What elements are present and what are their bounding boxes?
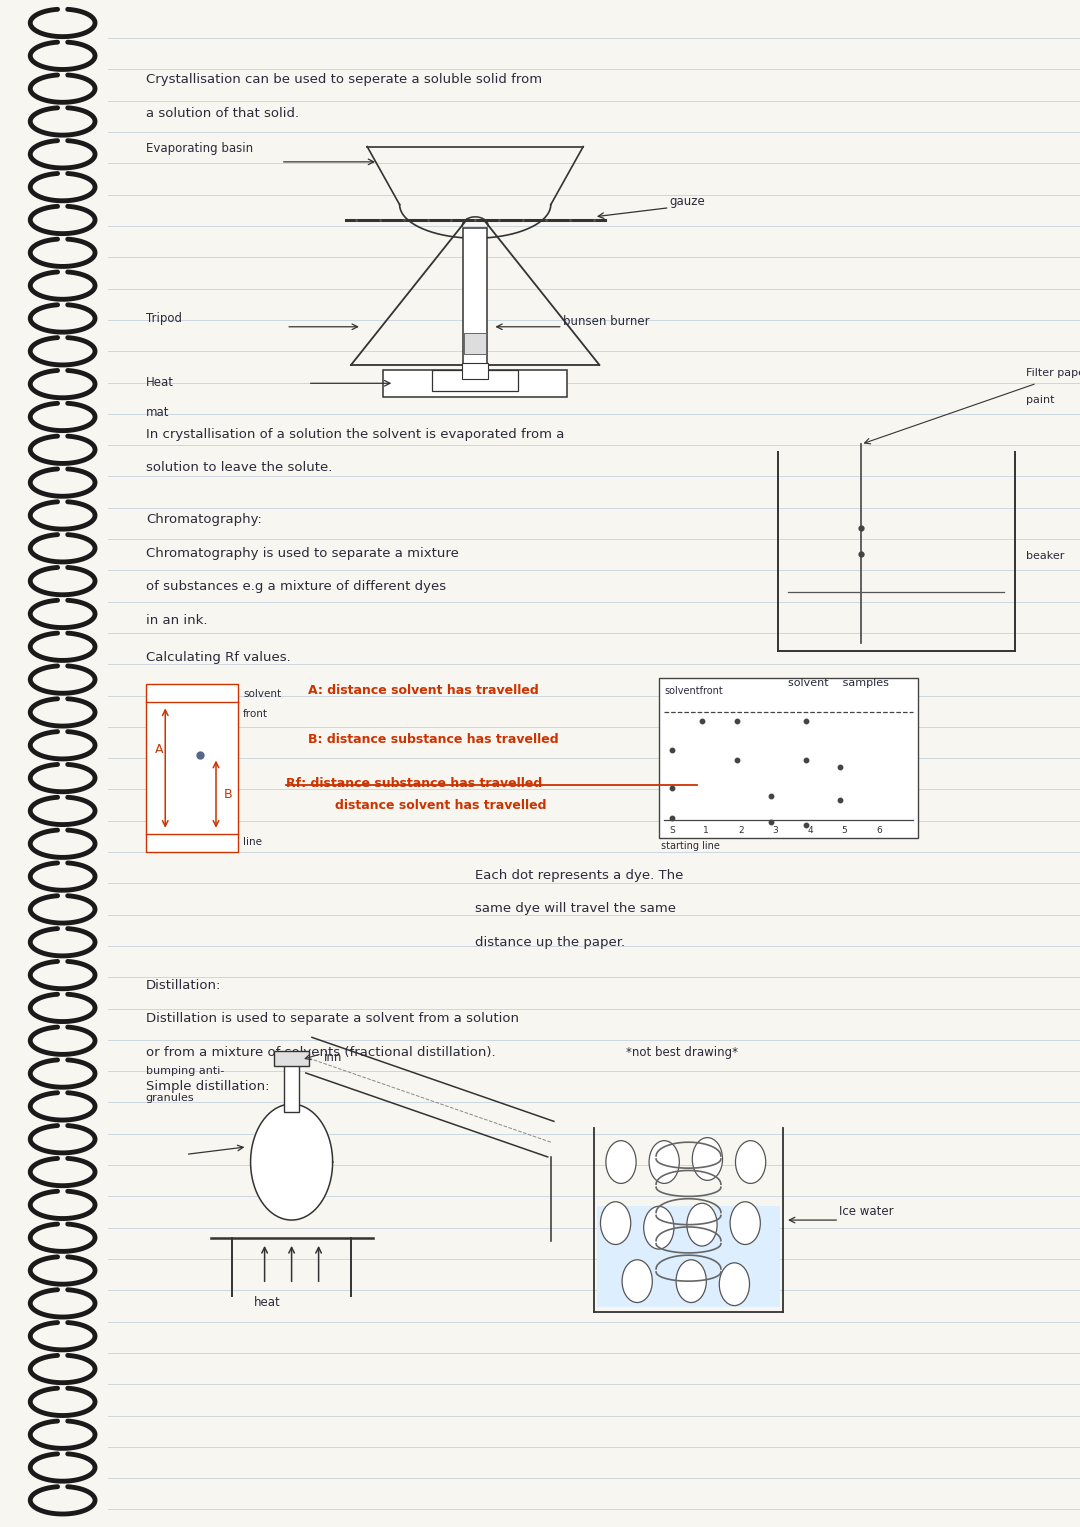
- Text: distance up the paper.: distance up the paper.: [475, 936, 625, 950]
- Text: 3: 3: [772, 826, 779, 835]
- Text: Evaporating basin: Evaporating basin: [146, 142, 253, 156]
- Text: same dye will travel the same: same dye will travel the same: [475, 902, 676, 916]
- Circle shape: [644, 1206, 674, 1249]
- Text: S: S: [669, 826, 675, 835]
- Text: 4: 4: [807, 826, 813, 835]
- Text: heat: heat: [254, 1296, 281, 1310]
- Text: distance solvent has travelled: distance solvent has travelled: [335, 799, 546, 812]
- Text: bunsen burner: bunsen burner: [563, 315, 649, 328]
- Text: Calculating Rf values.: Calculating Rf values.: [146, 651, 291, 664]
- Text: Filter paper: Filter paper: [1026, 368, 1080, 379]
- Bar: [659, 678, 918, 838]
- Bar: [274, 1051, 309, 1066]
- Text: starting line: starting line: [661, 841, 720, 852]
- Bar: [464, 333, 486, 354]
- Circle shape: [687, 1203, 717, 1246]
- Bar: [383, 370, 567, 397]
- Text: Chromatography:: Chromatography:: [146, 513, 261, 527]
- Text: front: front: [243, 709, 268, 719]
- Text: or from a mixture of solvents (fractional distillation).: or from a mixture of solvents (fractiona…: [146, 1046, 496, 1060]
- Bar: [597, 1206, 780, 1307]
- Text: 1: 1: [703, 826, 710, 835]
- Text: paint: paint: [1026, 395, 1054, 406]
- Circle shape: [600, 1202, 631, 1245]
- Circle shape: [676, 1260, 706, 1303]
- Text: 6: 6: [876, 826, 882, 835]
- Text: B: distance substance has travelled: B: distance substance has travelled: [308, 733, 558, 747]
- Text: Heat: Heat: [146, 376, 174, 389]
- Text: Crystallisation can be used to seperate a soluble solid from: Crystallisation can be used to seperate …: [146, 73, 542, 87]
- Text: gauze: gauze: [670, 195, 705, 209]
- Text: solvent: solvent: [243, 689, 281, 699]
- Text: A: A: [154, 744, 163, 756]
- Circle shape: [622, 1260, 652, 1303]
- Text: Tripod: Tripod: [146, 312, 181, 325]
- Text: solvent    samples: solvent samples: [788, 678, 889, 689]
- Circle shape: [719, 1263, 750, 1306]
- Circle shape: [730, 1202, 760, 1245]
- Bar: [432, 370, 518, 391]
- Text: of substances e.g a mixture of different dyes: of substances e.g a mixture of different…: [146, 580, 446, 594]
- Text: 2: 2: [738, 826, 744, 835]
- Bar: [284, 1063, 299, 1112]
- Text: Each dot represents a dye. The: Each dot represents a dye. The: [475, 869, 684, 883]
- Circle shape: [692, 1138, 723, 1180]
- Text: solventfront: solventfront: [664, 686, 723, 696]
- Text: Distillation:: Distillation:: [146, 979, 221, 993]
- Text: A: distance solvent has travelled: A: distance solvent has travelled: [308, 684, 539, 698]
- Text: Chromatography is used to separate a mixture: Chromatography is used to separate a mix…: [146, 547, 459, 560]
- Text: B: B: [224, 788, 232, 800]
- Text: solution to leave the solute.: solution to leave the solute.: [146, 461, 333, 475]
- Text: *not best drawing*: *not best drawing*: [626, 1046, 739, 1060]
- Circle shape: [606, 1141, 636, 1183]
- Circle shape: [649, 1141, 679, 1183]
- Text: inn: inn: [324, 1051, 342, 1064]
- Circle shape: [735, 1141, 766, 1183]
- Text: bumping anti-: bumping anti-: [146, 1066, 225, 1077]
- Text: line: line: [243, 837, 262, 847]
- Polygon shape: [251, 1104, 333, 1220]
- Bar: [462, 363, 488, 379]
- Bar: [146, 684, 238, 852]
- Text: mat: mat: [146, 406, 170, 420]
- Text: beaker: beaker: [1026, 551, 1065, 562]
- Text: 5: 5: [841, 826, 848, 835]
- Text: in an ink.: in an ink.: [146, 614, 207, 628]
- Text: In crystallisation of a solution the solvent is evaporated from a: In crystallisation of a solution the sol…: [146, 428, 564, 441]
- Text: Ice water: Ice water: [839, 1205, 894, 1219]
- Text: a solution of that solid.: a solution of that solid.: [146, 107, 299, 121]
- Text: Simple distillation:: Simple distillation:: [146, 1080, 269, 1093]
- Text: Rf: distance substance has travelled: Rf: distance substance has travelled: [286, 777, 542, 791]
- Bar: [463, 228, 487, 373]
- Text: Distillation is used to separate a solvent from a solution: Distillation is used to separate a solve…: [146, 1012, 518, 1026]
- Text: granules: granules: [146, 1093, 194, 1104]
